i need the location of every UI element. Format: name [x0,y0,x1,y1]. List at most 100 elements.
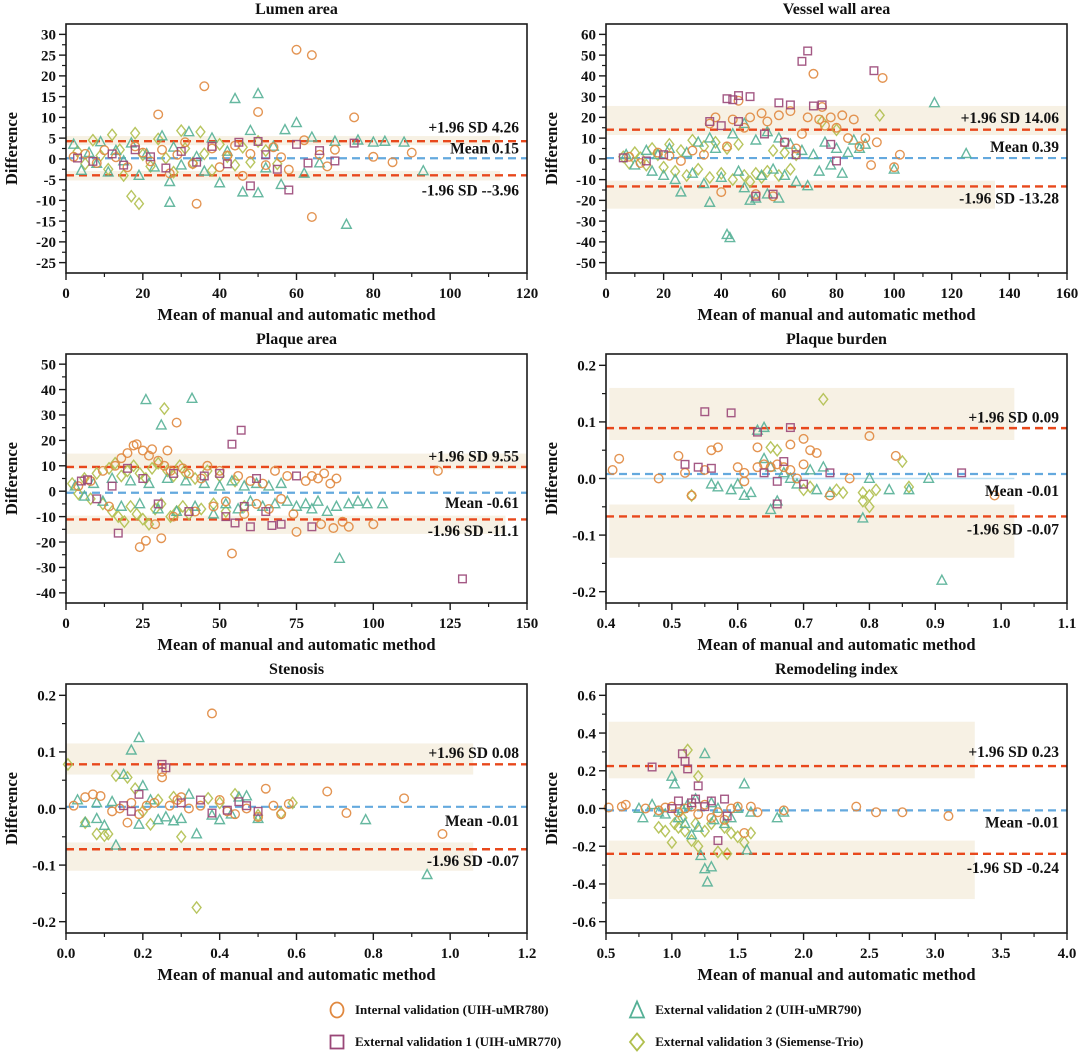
figure-legend: Internal validation (UIH-uMR780) Externa… [0,990,1080,1061]
svg-text:-1.96 SD -0.07: -1.96 SD -0.07 [427,853,519,870]
svg-text:0.1: 0.1 [37,745,56,761]
svg-text:-40: -40 [36,586,56,602]
svg-text:15: 15 [41,90,56,106]
svg-text:20: 20 [41,434,56,450]
diamond-marker-icon [629,1031,646,1052]
svg-text:5: 5 [49,131,57,147]
svg-text:0.6: 0.6 [577,689,596,705]
svg-text:1.1: 1.1 [1058,616,1077,632]
svg-text:0.5: 0.5 [597,946,616,962]
svg-text:Mean 0.15: Mean 0.15 [450,141,519,158]
svg-text:0.4: 0.4 [577,726,596,742]
svg-text:40: 40 [714,286,729,302]
svg-text:-10: -10 [36,194,56,210]
svg-text:1.0: 1.0 [441,946,460,962]
legend-label: External validation 2 (UIH-uMR790) [655,1001,862,1017]
svg-text:0.2: 0.2 [577,359,596,375]
svg-text:25: 25 [135,616,150,632]
svg-text:50: 50 [41,357,56,373]
svg-text:0.8: 0.8 [860,616,879,632]
svg-text:0.8: 0.8 [364,946,383,962]
svg-text:0.9: 0.9 [926,616,945,632]
legend-item-external-validation-3: External validation 3 (Siemense-Trio) [625,1031,863,1053]
svg-text:Mean of manual and automatic m: Mean of manual and automatic method [697,635,975,654]
svg-text:Stenosis: Stenosis [269,661,324,678]
svg-text:80: 80 [829,286,844,302]
svg-text:80: 80 [366,286,381,302]
chart-panel-plaque-area: 0 25 50 75 100 125 150 -40 -30 -20 -10 0 10 20 30 40 50 P… [0,330,540,660]
svg-text:10: 10 [41,111,56,127]
svg-text:-1.96 SD -11.1: -1.96 SD -11.1 [428,523,519,540]
vessel-wall-area-chart: 0 20 40 60 80 100 120 140 160 -50 -40 -30 -20 -10 0 10 2… [542,1,1079,324]
svg-text:160: 160 [1056,286,1079,302]
svg-text:+1.96 SD 0.09: +1.96 SD 0.09 [968,409,1059,426]
svg-text:0: 0 [49,152,57,168]
svg-text:Difference: Difference [542,442,561,515]
svg-text:-50: -50 [576,256,596,272]
svg-text:0: 0 [62,616,70,632]
svg-text:3.5: 3.5 [992,946,1011,962]
svg-text:-0.1: -0.1 [572,528,596,544]
svg-text:Difference: Difference [2,772,21,845]
plaque-area-chart: 0 25 50 75 100 125 150 -40 -30 -20 -10 0 10 20 30 40 50 P… [2,331,539,654]
svg-text:20: 20 [135,286,150,302]
svg-text:100: 100 [362,616,385,632]
svg-text:-10: -10 [576,173,596,189]
svg-text:0.2: 0.2 [133,946,152,962]
svg-text:30: 30 [581,90,596,106]
svg-text:100: 100 [883,286,906,302]
svg-text:2.5: 2.5 [860,946,879,962]
svg-text:+1.96 SD 0.08: +1.96 SD 0.08 [428,745,519,762]
svg-text:0.6: 0.6 [287,946,306,962]
svg-text:-0.4: -0.4 [572,877,596,893]
svg-text:0.1: 0.1 [577,415,596,431]
svg-text:1.0: 1.0 [992,616,1011,632]
svg-text:0.2: 0.2 [577,764,596,780]
svg-text:-30: -30 [576,214,596,230]
svg-text:Difference: Difference [2,112,21,185]
svg-text:125: 125 [439,616,462,632]
square-marker-icon [329,1034,345,1049]
legend-item-internal-validation: Internal validation (UIH-uMR780) [325,999,561,1021]
svg-text:60: 60 [289,286,304,302]
stenosis-chart: 0.0 0.2 0.4 0.6 0.8 1.0 1.2 -0.2 -0.1 0.0 0.1 0.2 St… [2,661,537,984]
svg-text:0.6: 0.6 [728,616,747,632]
svg-text:25: 25 [41,48,56,64]
svg-text:50: 50 [581,48,596,64]
svg-text:-0.2: -0.2 [572,585,596,601]
svg-text:0.5: 0.5 [662,616,681,632]
svg-text:Difference: Difference [2,442,21,515]
lumen-area-chart: 0 20 40 60 80 100 120 -25 -20 -15 -10 -5 0 5 10 15 20 25 3… [2,1,538,324]
legend-item-external-validation-1: External validation 1 (UIH-uMR770) [325,1031,561,1053]
svg-text:-20: -20 [576,194,596,210]
chart-panel-remodeling-index: 0.5 1.0 1.5 2.0 2.5 3.0 3.5 4.0 -0.6 -0.4 -0.2 0.0 0… [540,660,1080,990]
svg-text:2.0: 2.0 [794,946,813,962]
svg-text:140: 140 [998,286,1021,302]
svg-text:20: 20 [581,111,596,127]
svg-text:Lumen area: Lumen area [255,1,338,18]
svg-text:150: 150 [516,616,539,632]
svg-text:50: 50 [212,616,227,632]
plaque-burden-chart: 0.4 0.5 0.6 0.7 0.8 0.9 1.0 1.1 -0.2 -0.1 0.0 0.1 0.… [542,331,1077,654]
svg-text:60: 60 [771,286,786,302]
svg-text:+1.96 SD 0.23: +1.96 SD 0.23 [968,744,1059,761]
svg-text:Mean of manual and automatic m: Mean of manual and automatic method [697,305,975,324]
svg-text:+1.96 SD 14.06: +1.96 SD 14.06 [961,110,1060,127]
svg-text:0.2: 0.2 [37,689,56,705]
svg-text:Mean of manual and automatic m: Mean of manual and automatic method [697,965,975,984]
svg-text:0: 0 [49,484,57,500]
svg-text:Difference: Difference [542,112,561,185]
svg-text:-0.1: -0.1 [32,858,56,874]
svg-text:-1.96 SD -0.24: -1.96 SD -0.24 [967,860,1059,877]
triangle-marker-icon [628,998,646,1018]
svg-text:10: 10 [41,459,56,475]
svg-text:1.2: 1.2 [518,946,537,962]
svg-text:Mean of manual and automatic m: Mean of manual and automatic method [157,305,435,324]
svg-text:100: 100 [439,286,462,302]
svg-text:0.4: 0.4 [597,616,616,632]
svg-text:3.0: 3.0 [926,946,945,962]
svg-text:-1.96 SD -13.28: -1.96 SD -13.28 [959,190,1059,207]
svg-text:30: 30 [41,408,56,424]
legend-label: External validation 3 (Siemense-Trio) [655,1033,864,1049]
